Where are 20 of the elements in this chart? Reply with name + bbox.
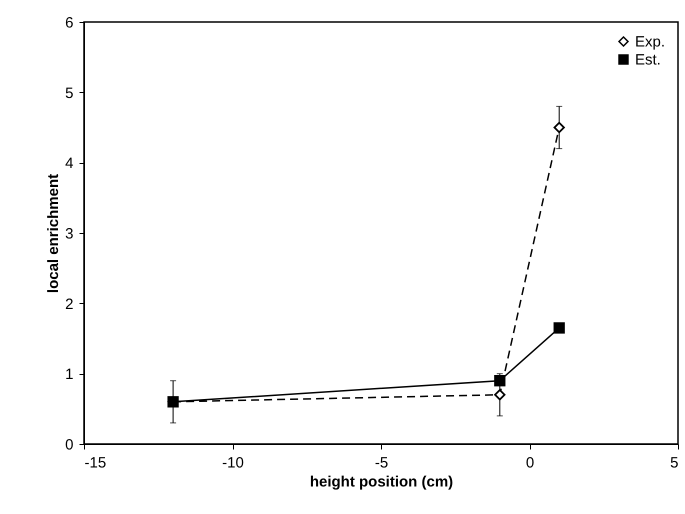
y-tick-label: 2 xyxy=(65,296,74,313)
y-tick-label: 6 xyxy=(65,14,74,32)
y-tick-label: 4 xyxy=(65,155,74,172)
point xyxy=(494,375,506,386)
point xyxy=(554,322,565,334)
x-tick-label: -15 xyxy=(84,454,106,472)
x-tick-label: 5 xyxy=(670,454,678,472)
point xyxy=(554,122,565,134)
y-tick-label: 1 xyxy=(65,366,74,384)
x-tick-label: 0 xyxy=(526,454,534,472)
y-tick-label: 0 xyxy=(65,436,74,454)
x-axis-title: height position (cm) xyxy=(310,474,454,490)
x-tick-label: -10 xyxy=(222,454,244,472)
point xyxy=(494,389,506,400)
y-tick-label: 3 xyxy=(65,226,74,242)
x-tick-label: -5 xyxy=(374,454,388,472)
legend-label: Exp. xyxy=(635,34,666,50)
y-axis-title: local enrichment xyxy=(45,174,62,294)
y-tick-label: 5 xyxy=(65,84,74,102)
legend-label: Est. xyxy=(635,52,661,68)
